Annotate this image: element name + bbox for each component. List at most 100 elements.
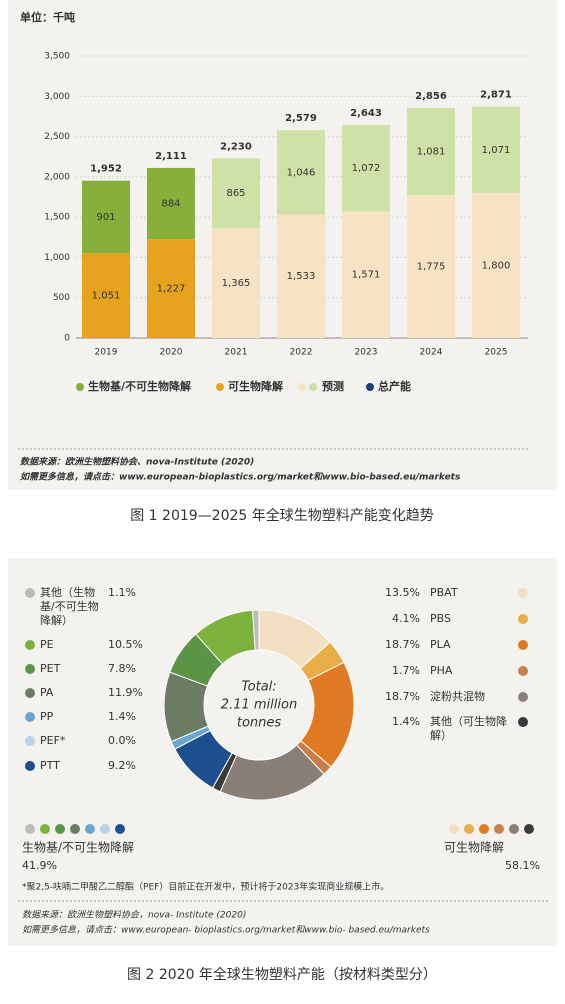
legend-dot bbox=[25, 736, 35, 746]
value-label: 1,533 bbox=[287, 271, 316, 282]
legend-dot bbox=[25, 688, 35, 698]
legend-label: PET bbox=[40, 662, 61, 675]
y-tick-label: 0 bbox=[64, 334, 70, 344]
value-label: 1,051 bbox=[92, 291, 121, 302]
bar-segment bbox=[342, 125, 390, 212]
donut-slice bbox=[169, 633, 224, 687]
group-share: 58.1% bbox=[505, 859, 540, 872]
value-label: 9.2% bbox=[108, 759, 136, 772]
donut-slice bbox=[163, 671, 209, 743]
bar-segment bbox=[472, 106, 520, 193]
legend-dot bbox=[366, 383, 374, 391]
legend-dot bbox=[518, 588, 528, 598]
group-dot bbox=[464, 824, 474, 834]
group-dot bbox=[55, 824, 65, 834]
legend-label: PLA bbox=[430, 638, 451, 651]
group-dot bbox=[40, 824, 50, 834]
legend-label: PA bbox=[40, 686, 54, 699]
legend-label: PP bbox=[40, 710, 54, 723]
y-tick-label: 1,000 bbox=[44, 253, 70, 263]
bar-segment bbox=[342, 211, 390, 338]
legend-label: 其他（生物基/不可生物降解） bbox=[40, 586, 99, 627]
group-name: 生物基/不可生物降解 bbox=[22, 841, 134, 855]
total-label: 2,111 bbox=[155, 151, 187, 162]
legend-label: 总产能 bbox=[378, 379, 411, 393]
value-label: 18.7% bbox=[385, 690, 420, 703]
value-label: 11.9% bbox=[108, 686, 143, 699]
value-label: 1,365 bbox=[222, 278, 251, 289]
group-dot bbox=[85, 824, 95, 834]
total-label: 1,952 bbox=[90, 164, 122, 175]
value-label: 1,071 bbox=[482, 145, 511, 156]
legend-dot bbox=[518, 692, 528, 702]
bar-segment bbox=[82, 180, 130, 254]
x-tick-label: 2021 bbox=[225, 348, 248, 358]
x-tick-label: 2019 bbox=[95, 348, 118, 358]
bar-segment bbox=[82, 253, 130, 338]
group-dot bbox=[25, 824, 35, 834]
group-dot bbox=[115, 824, 125, 834]
x-tick-label: 2022 bbox=[290, 348, 313, 358]
total-label: 2,871 bbox=[480, 90, 512, 101]
donut-slice bbox=[174, 729, 233, 789]
group-share: 41.9% bbox=[22, 859, 57, 872]
value-label: 7.8% bbox=[108, 662, 136, 675]
source-line: 数据来源：欧洲生物塑料协会、nova-Institute (2020) bbox=[20, 457, 254, 468]
total-label: 2,643 bbox=[350, 108, 382, 119]
legend-dot bbox=[25, 712, 35, 722]
value-label: 1,227 bbox=[157, 284, 186, 295]
legend-dot bbox=[518, 666, 528, 676]
center-label: tonnes bbox=[237, 716, 282, 731]
center-label: 2.11 million bbox=[221, 698, 297, 713]
value-label: 1,571 bbox=[352, 270, 381, 281]
legend-label: 可生物降解 bbox=[228, 379, 283, 393]
value-label: 1,072 bbox=[352, 163, 381, 174]
source-line: 如需更多信息，请点击：www.european-bioplastics.org/… bbox=[20, 472, 461, 483]
group-dot bbox=[509, 824, 519, 834]
y-tick-label: 3,500 bbox=[44, 52, 70, 62]
bar-segment bbox=[212, 228, 260, 338]
legend-dot bbox=[298, 383, 306, 391]
total-label: 2,579 bbox=[285, 113, 317, 124]
legend-label: PEF* bbox=[40, 734, 66, 747]
legend-label: PBAT bbox=[430, 586, 458, 599]
bar-segment bbox=[407, 194, 455, 338]
total-label: 2,856 bbox=[415, 91, 447, 102]
total-label: 2,230 bbox=[220, 141, 252, 152]
source-line: 如需更多信息，请点击：www.european- bioplastics.org… bbox=[22, 925, 430, 936]
value-label: 18.7% bbox=[385, 638, 420, 651]
footnote: *聚2,5-呋喃二甲酸乙二醇酯（PEF）目前正在开发中，预计将于2023年实现商… bbox=[22, 881, 389, 893]
bar-segment bbox=[407, 107, 455, 195]
group-dot bbox=[494, 824, 504, 834]
legend-label: PE bbox=[40, 638, 54, 651]
group-dot bbox=[70, 824, 80, 834]
caption: 图 2 2020 年全球生物塑料产能（按材料类型分） bbox=[127, 966, 437, 983]
value-label: 0.0% bbox=[108, 734, 136, 747]
caption: 图 1 2019—2025 年全球生物塑料产能变化趋势 bbox=[130, 507, 434, 524]
donut-slice bbox=[212, 752, 238, 793]
y-tick-label: 2,000 bbox=[44, 172, 70, 182]
x-tick-label: 2020 bbox=[160, 348, 183, 358]
bar-segment bbox=[472, 192, 520, 338]
y-tick-label: 2,500 bbox=[44, 132, 70, 142]
value-label: 1.4% bbox=[108, 710, 136, 723]
y-tick-label: 3,000 bbox=[44, 92, 70, 102]
value-label: 1.1% bbox=[108, 586, 136, 599]
bar-segment bbox=[212, 158, 260, 229]
source-line: 数据来源：欧洲生物塑料协会，nova- Institute (2020) bbox=[22, 910, 246, 921]
value-label: 901 bbox=[96, 212, 115, 223]
legend-dot bbox=[216, 383, 224, 391]
value-label: 13.5% bbox=[385, 586, 420, 599]
legend-dot bbox=[518, 614, 528, 624]
group-dot bbox=[100, 824, 110, 834]
legend-dot bbox=[518, 717, 528, 727]
legend-dot bbox=[25, 761, 35, 771]
value-label: 1,800 bbox=[482, 260, 511, 271]
center-label: Total: bbox=[241, 680, 276, 695]
legend-label: 其他（可生物降解） bbox=[430, 715, 507, 742]
value-label: 1.4% bbox=[392, 715, 420, 728]
legend-label: PHA bbox=[430, 664, 453, 677]
y-tick-label: 500 bbox=[53, 293, 70, 303]
